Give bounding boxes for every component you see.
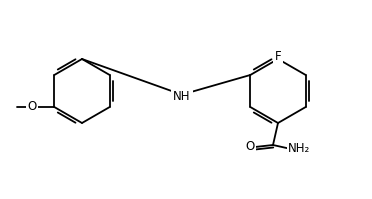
Text: NH: NH [173, 90, 191, 102]
Text: F: F [275, 50, 281, 62]
Text: O: O [28, 100, 37, 113]
Text: NH₂: NH₂ [288, 142, 310, 155]
Text: O: O [246, 140, 254, 153]
